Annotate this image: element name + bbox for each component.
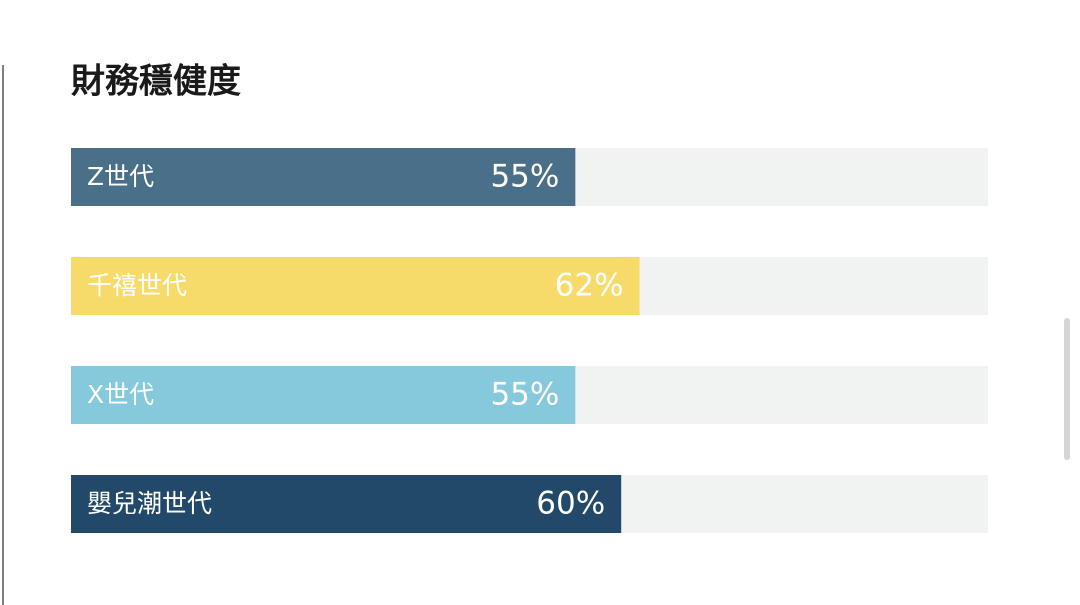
value-label: 55% (490, 159, 559, 195)
bar (71, 148, 576, 206)
category-label: 嬰兒潮世代 (87, 489, 212, 518)
bar (71, 475, 622, 533)
category-label: X世代 (87, 380, 154, 409)
value-label: 60% (536, 486, 605, 522)
bar (71, 257, 640, 315)
value-label: 55% (490, 377, 559, 413)
bar (71, 366, 576, 424)
category-label: Z世代 (87, 162, 154, 191)
value-label: 62% (555, 268, 624, 304)
scrollbar[interactable] (1064, 318, 1070, 460)
category-label: 千禧世代 (87, 271, 187, 300)
chart-title: 財務穩健度 (71, 62, 241, 102)
